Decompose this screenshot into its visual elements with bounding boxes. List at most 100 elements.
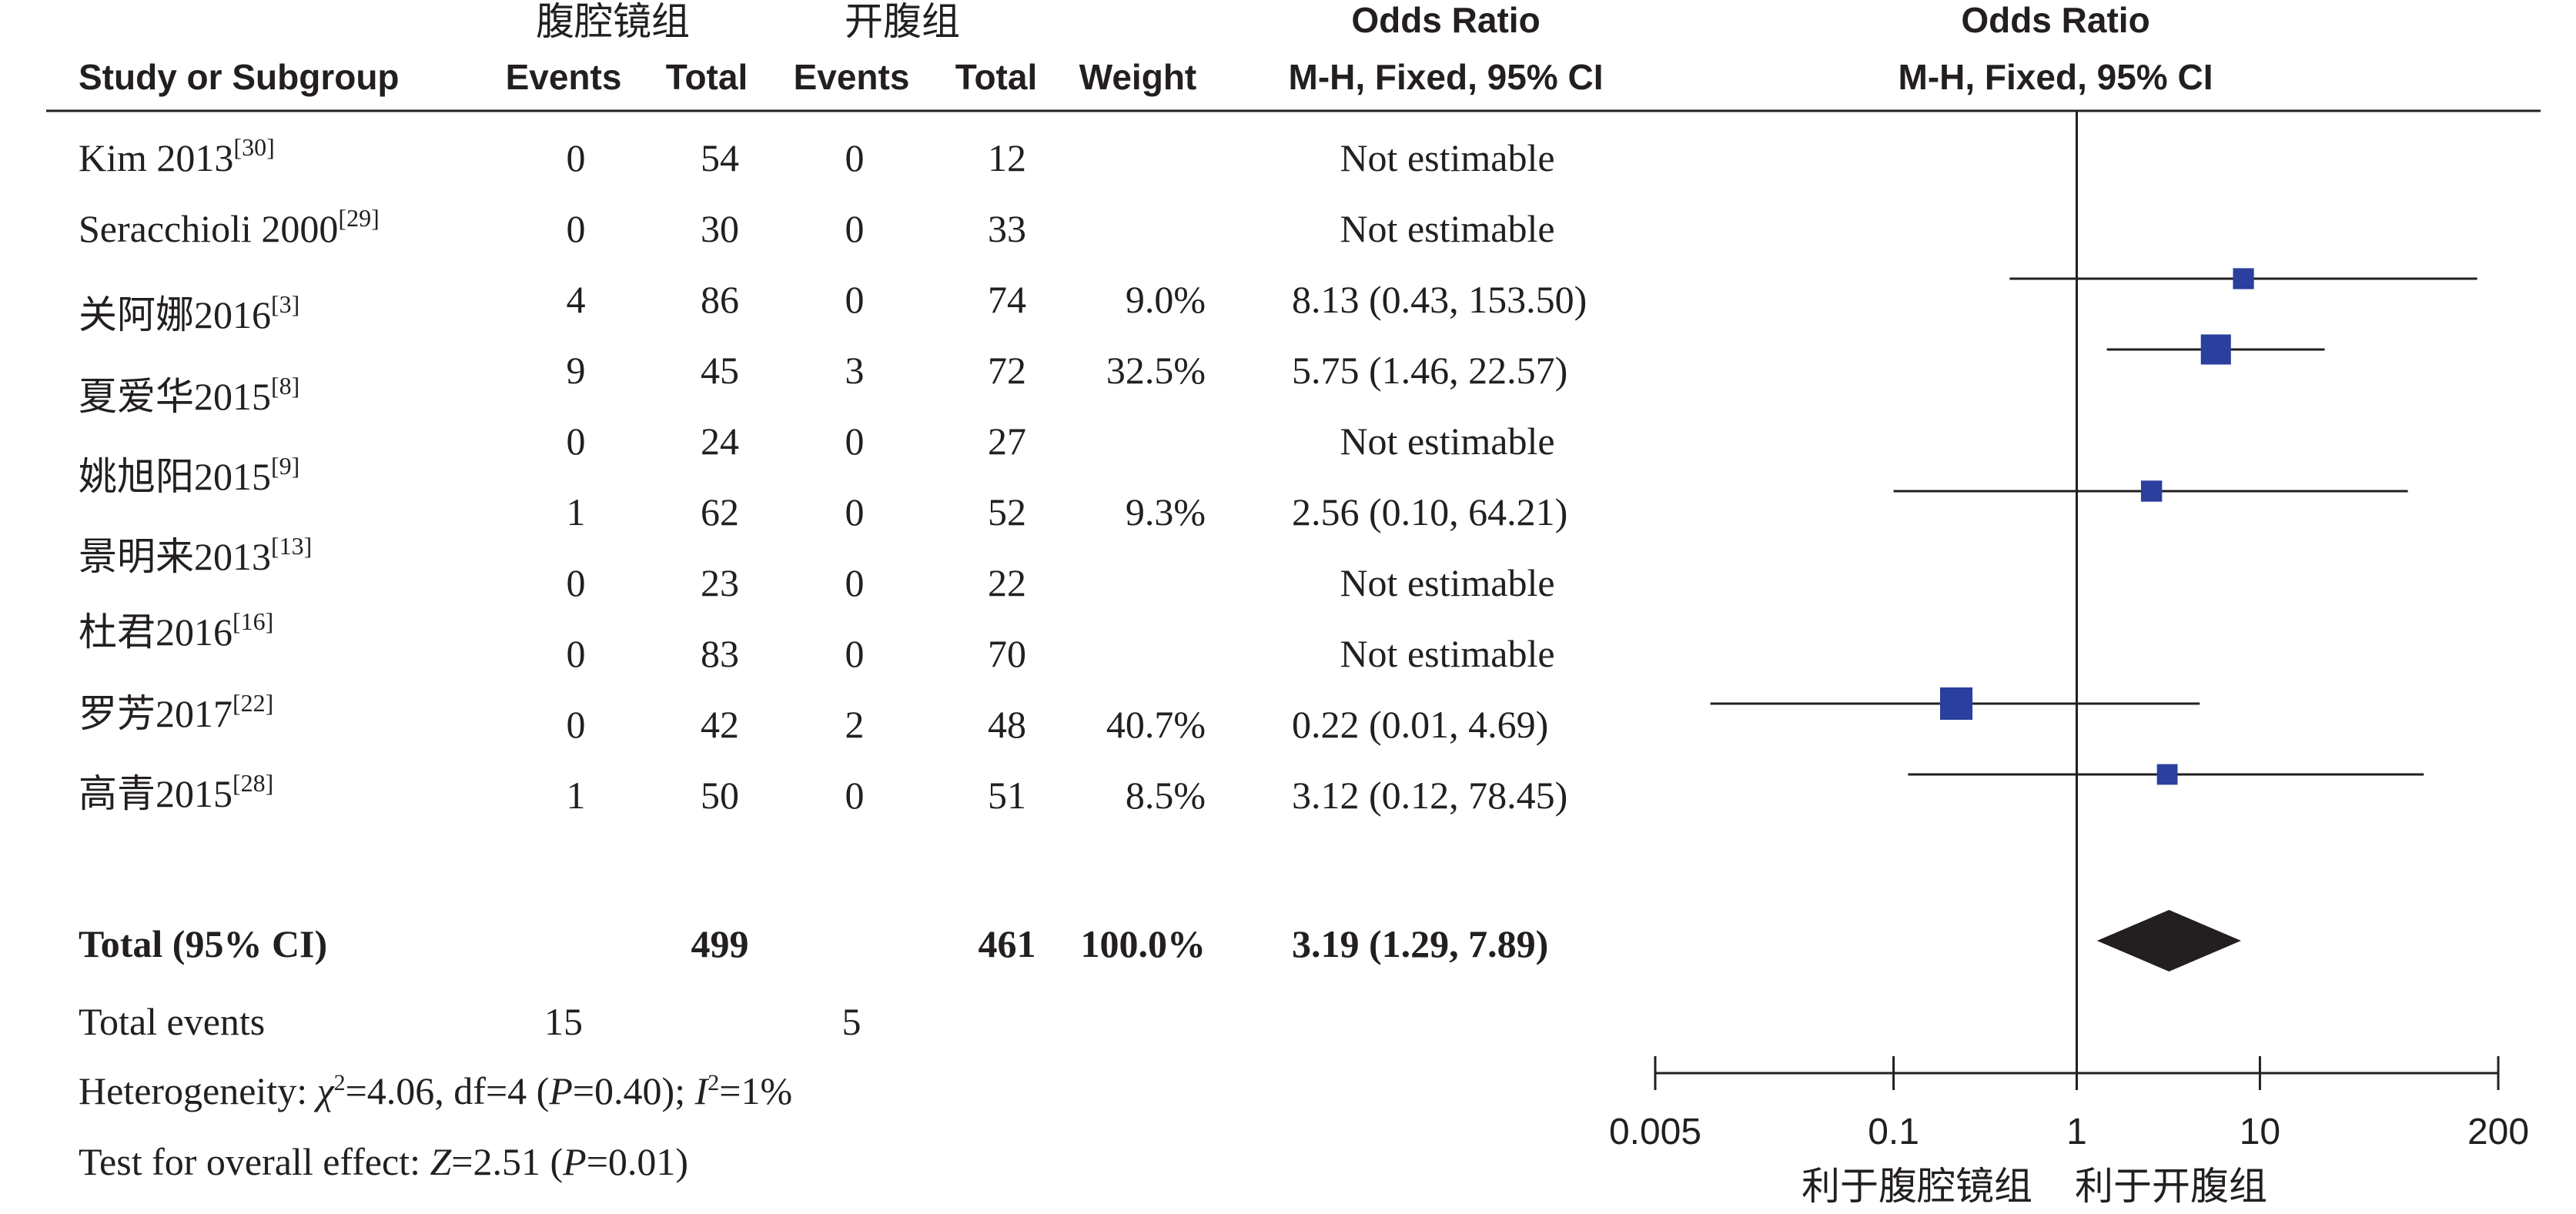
study-name: 景明来2013[13] [79, 532, 312, 578]
events-group1: 0 [567, 136, 586, 179]
overall-effect-line: Test for overall effect: Z=2.51 (P=0.01) [79, 1140, 688, 1183]
effect-size-marker [1940, 687, 1973, 721]
effect-size-marker [2156, 764, 2178, 785]
or-title-header: Odds Ratio [1351, 0, 1540, 40]
total-row-total2: 461 [979, 922, 1036, 965]
total-group1: 54 [701, 136, 739, 179]
total-group2: 48 [988, 703, 1026, 746]
odds-ratio-ci: Not estimable [1340, 561, 1554, 604]
events-group2: 0 [845, 490, 865, 533]
total-group1: 83 [701, 632, 739, 675]
total-events-group1: 15 [544, 1000, 583, 1043]
events-group1: 0 [567, 420, 586, 463]
odds-ratio-ci: 0.22 (0.01, 4.69) [1292, 703, 1548, 746]
total-group1: 62 [701, 490, 739, 533]
total-group1: 86 [701, 278, 739, 321]
study-weight: 40.7% [1106, 703, 1206, 746]
total-row-label: Total (95% CI) [79, 922, 327, 965]
x-axis-tick-label: 0.1 [1868, 1112, 1919, 1152]
effect-size-marker [2233, 268, 2254, 289]
total1-column-header: Total [666, 57, 748, 97]
favours-laparoscopy-label: 利于腹腔镜组 [1802, 1165, 2032, 1208]
total-row-ci: 3.19 (1.29, 7.89) [1292, 922, 1548, 965]
total2-column-header: Total [955, 57, 1037, 97]
events-group2: 0 [845, 420, 865, 463]
events-group1: 9 [567, 349, 586, 392]
total-group1: 50 [701, 774, 739, 817]
odds-ratio-ci: Not estimable [1340, 420, 1554, 463]
study-weight: 9.3% [1126, 490, 1206, 533]
total-group1: 42 [701, 703, 739, 746]
total-group1: 30 [701, 207, 739, 250]
events-group1: 4 [567, 278, 586, 321]
weight-column-header: Weight [1079, 57, 1196, 97]
plot-title-header: Odds Ratio [1961, 0, 2149, 40]
events-group1: 1 [567, 490, 586, 533]
total-row-total1: 499 [691, 922, 749, 965]
study-name: Seracchioli 2000[29] [79, 204, 380, 250]
events-group2: 0 [845, 561, 865, 604]
events2-column-header: Events [794, 57, 910, 97]
plot-method-header: M-H, Fixed, 95% CI [1899, 57, 2213, 97]
total-group2: 70 [988, 632, 1026, 675]
events-group2: 0 [845, 278, 865, 321]
events-group1: 0 [567, 632, 586, 675]
total-events-label: Total events [79, 1000, 265, 1043]
total-group1: 23 [701, 561, 739, 604]
events-group2: 0 [845, 774, 865, 817]
events-group1: 0 [567, 207, 586, 250]
or-method-header: M-H, Fixed, 95% CI [1289, 57, 1604, 97]
effect-size-marker [2140, 480, 2163, 502]
total-group2: 51 [988, 774, 1026, 817]
study-name: 杜君2016[16] [79, 607, 273, 654]
effect-size-marker [2200, 334, 2231, 365]
odds-ratio-ci: 5.75 (1.46, 22.57) [1292, 349, 1567, 392]
total-group2: 74 [988, 278, 1026, 321]
total-group2: 27 [988, 420, 1026, 463]
group1-header: 腹腔镜组 [536, 0, 690, 43]
study-name: 高青2015[28] [79, 769, 273, 815]
events1-column-header: Events [506, 57, 622, 97]
favours-open-label: 利于开腹组 [2075, 1165, 2267, 1208]
odds-ratio-ci: Not estimable [1340, 136, 1554, 179]
study-name: Kim 2013[30] [79, 133, 275, 179]
study-weight: 9.0% [1126, 278, 1206, 321]
events-group2: 0 [845, 632, 865, 675]
heterogeneity-line: Heterogeneity: χ2=4.06, df=4 (P=0.40); I… [79, 1069, 792, 1112]
x-axis-tick-label: 1 [2066, 1112, 2087, 1152]
events-group1: 1 [567, 774, 586, 817]
events-group2: 3 [845, 349, 865, 392]
total-group2: 22 [988, 561, 1026, 604]
odds-ratio-ci: Not estimable [1340, 632, 1554, 675]
events-group2: 2 [845, 703, 865, 746]
events-group2: 0 [845, 136, 865, 179]
odds-ratio-ci: 8.13 (0.43, 153.50) [1292, 278, 1587, 321]
odds-ratio-ci: 3.12 (0.12, 78.45) [1292, 774, 1567, 817]
odds-ratio-ci: 2.56 (0.10, 64.21) [1292, 490, 1567, 533]
study-name: 夏爱华2015[8] [79, 372, 299, 418]
pooled-effect-diamond [2096, 910, 2241, 972]
study-name: 关阿娜2016[3] [79, 290, 299, 336]
total-group2: 52 [988, 490, 1026, 533]
study-weight: 32.5% [1106, 349, 1206, 392]
study-column-header: Study or Subgroup [79, 57, 400, 97]
total-group2: 12 [988, 136, 1026, 179]
events-group2: 0 [845, 207, 865, 250]
plot-area: 0.005 0.1 1 10 200 [1609, 111, 2529, 1152]
x-axis-tick-label: 0.005 [1609, 1112, 1701, 1152]
x-axis-tick-label: 200 [2467, 1112, 2529, 1152]
study-name: 姚旭阳2015[9] [79, 452, 299, 498]
study-name: 罗芳2017[22] [79, 689, 273, 735]
total-row-weight: 100.0% [1081, 922, 1206, 965]
total-group2: 33 [988, 207, 1026, 250]
events-group1: 0 [567, 703, 586, 746]
total-group1: 24 [701, 420, 739, 463]
x-axis-tick-label: 10 [2240, 1112, 2280, 1152]
study-rows: Kim 2013[30] 0 54 0 12 Not estimableSeracchio… [79, 133, 1587, 817]
odds-ratio-ci: Not estimable [1340, 207, 1554, 250]
total-group2: 72 [988, 349, 1026, 392]
total-group1: 45 [701, 349, 739, 392]
group2-header: 开腹组 [845, 0, 960, 43]
